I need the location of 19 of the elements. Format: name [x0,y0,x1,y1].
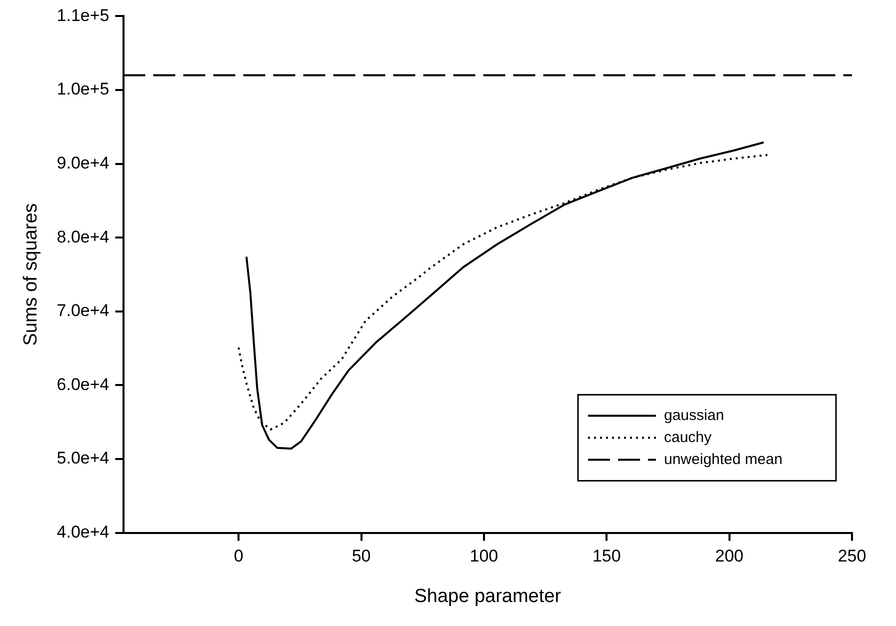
y-tick-label: 1.0e+5 [56,80,110,99]
legend-label: unweighted mean [664,450,782,468]
x-tick-label: 150 [592,546,621,566]
x-tick-label: 0 [234,546,244,566]
y-axis-title: Sums of squares [20,203,42,346]
legend-label: gaussian [664,406,724,424]
x-tick-label: 250 [838,546,866,566]
x-tick-label: 50 [352,546,371,566]
legend-label: cauchy [664,428,712,446]
y-tick-label: 6.0e+4 [56,374,110,394]
x-tick-label: 200 [715,546,744,566]
x-tick-label: 100 [470,546,498,566]
y-tick-label: 1.1e+5 [56,6,110,25]
y-tick-label: 7.0e+4 [56,301,110,320]
y-tick-label: 4.0e+4 [56,522,110,542]
y-tick-label: 8.0e+4 [56,227,110,246]
y-tick-label: 9.0e+4 [56,153,110,172]
y-tick-label: 5.0e+4 [56,448,110,468]
x-axis-title: Shape parameter [414,586,562,607]
